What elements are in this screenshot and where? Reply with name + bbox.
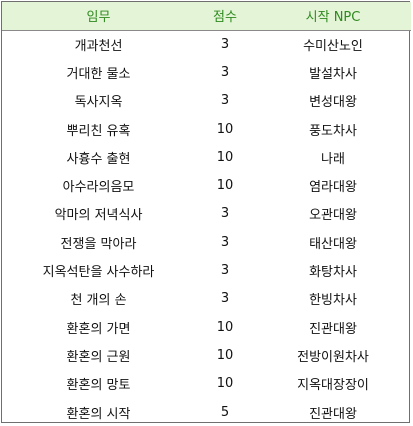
quest-npc: 화탕차사 [309,265,357,281]
table-row: 악마의 저녁식사 3 오관대왕 [2,200,411,228]
quest-score: 10 [216,149,234,165]
quest-name: 거대한 물소 [66,66,131,82]
quest-npc: 변성대왕 [309,95,357,111]
quest-name: 뿌리친 유혹 [66,123,131,139]
quest-name: 환혼의 가면 [66,321,131,337]
quest-name: 개과천선 [74,38,123,54]
table-row: 전쟁을 막아라 3 태산대왕 [2,228,411,256]
quest-name: 사흉수 출현 [66,151,131,167]
table-row: 거대한 물소 3 발설차사 [2,58,411,86]
quest-npc: 나래 [321,151,345,167]
quest-score: 3 [220,234,230,250]
table-row: 천 개의 손 3 한빙차사 [2,285,411,313]
header-start-npc: 시작 NPC [255,2,411,31]
quest-name: 환혼의 시작 [66,406,131,422]
quest-score: 10 [216,376,234,392]
quest-npc: 태산대왕 [309,236,357,252]
quest-name: 악마의 저녁식사 [54,208,143,224]
quest-score: 10 [216,347,234,363]
header-quest: 임무 [2,2,195,31]
quest-npc: 진관대왕 [309,406,357,422]
table-row: 환혼의 시작 5 진관대왕 [2,398,411,426]
header-row: 임무 점수 시작 NPC [2,2,411,31]
quest-score: 10 [216,178,234,194]
quest-npc: 수미산노인 [303,38,363,54]
table-row: 사흉수 출현 10 나래 [2,143,411,171]
quest-npc: 오관대왕 [309,208,357,224]
table-row: 환혼의 망토 10 지옥대장장이 [2,370,411,398]
quest-score: 10 [216,319,234,335]
quest-npc: 한빙차사 [309,293,357,309]
quest-npc: 풍도차사 [309,123,357,139]
quest-name: 독사지옥 [74,95,123,111]
table-row: 환혼의 근원 10 전방이원차사 [2,341,411,369]
quest-name: 환혼의 근원 [66,349,131,365]
quest-name: 전쟁을 막아라 [60,236,137,252]
quest-name: 아수라의음모 [62,180,135,196]
quest-npc: 발설차사 [309,66,357,82]
quest-npc: 전방이원차사 [297,349,369,365]
table-row: 지옥석탄을 사수하라 3 화탕차사 [2,256,411,284]
table-row: 독사지옥 3 변성대왕 [2,87,411,115]
table-row: 환혼의 가면 10 진관대왕 [2,313,411,341]
quest-score: 5 [220,404,230,420]
quest-name: 환혼의 망토 [66,378,131,394]
quest-score: 10 [216,121,234,137]
quest-npc: 진관대왕 [309,321,357,337]
quest-score: 3 [220,93,230,109]
table-row: 개과천선 3 수미산노인 [2,30,411,58]
quest-name: 지옥석탄을 사수하라 [42,265,155,281]
quest-npc: 지옥대장장이 [297,378,369,394]
quest-score: 3 [220,263,230,279]
table-row: 아수라의음모 10 염라대왕 [2,171,411,199]
quest-score: 3 [220,206,230,222]
quest-npc: 염라대왕 [309,180,357,196]
quest-score: 3 [220,291,230,307]
quest-score: 3 [220,36,230,52]
table-row: 뿌리친 유혹 10 풍도차사 [2,115,411,143]
quest-score: 3 [220,64,230,80]
header-score: 점수 [195,2,255,31]
quest-name: 천 개의 손 [70,293,127,309]
